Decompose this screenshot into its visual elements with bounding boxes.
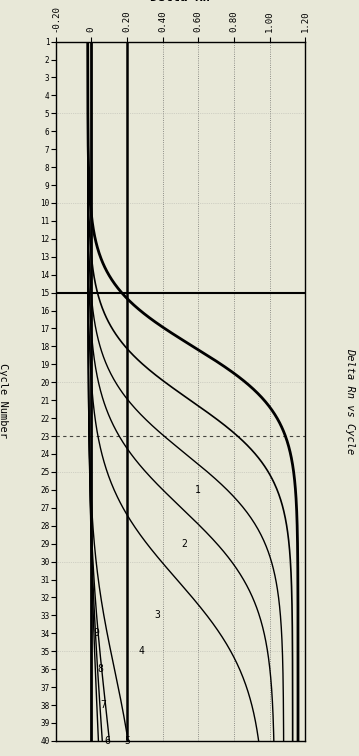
- Text: Delta Rn vs Cycle: Delta Rn vs Cycle: [345, 348, 355, 454]
- Text: 5: 5: [124, 736, 130, 746]
- X-axis label: Delta Rn: Delta Rn: [150, 0, 210, 4]
- Text: 6: 6: [104, 736, 110, 746]
- Text: 2: 2: [181, 538, 187, 549]
- Text: 4: 4: [138, 646, 144, 656]
- Text: 8: 8: [97, 665, 103, 674]
- Text: 9: 9: [94, 628, 99, 638]
- Text: 1: 1: [195, 485, 201, 495]
- Text: 3: 3: [154, 610, 160, 621]
- Text: 7: 7: [101, 700, 107, 710]
- Text: Cycle Number: Cycle Number: [0, 363, 8, 438]
